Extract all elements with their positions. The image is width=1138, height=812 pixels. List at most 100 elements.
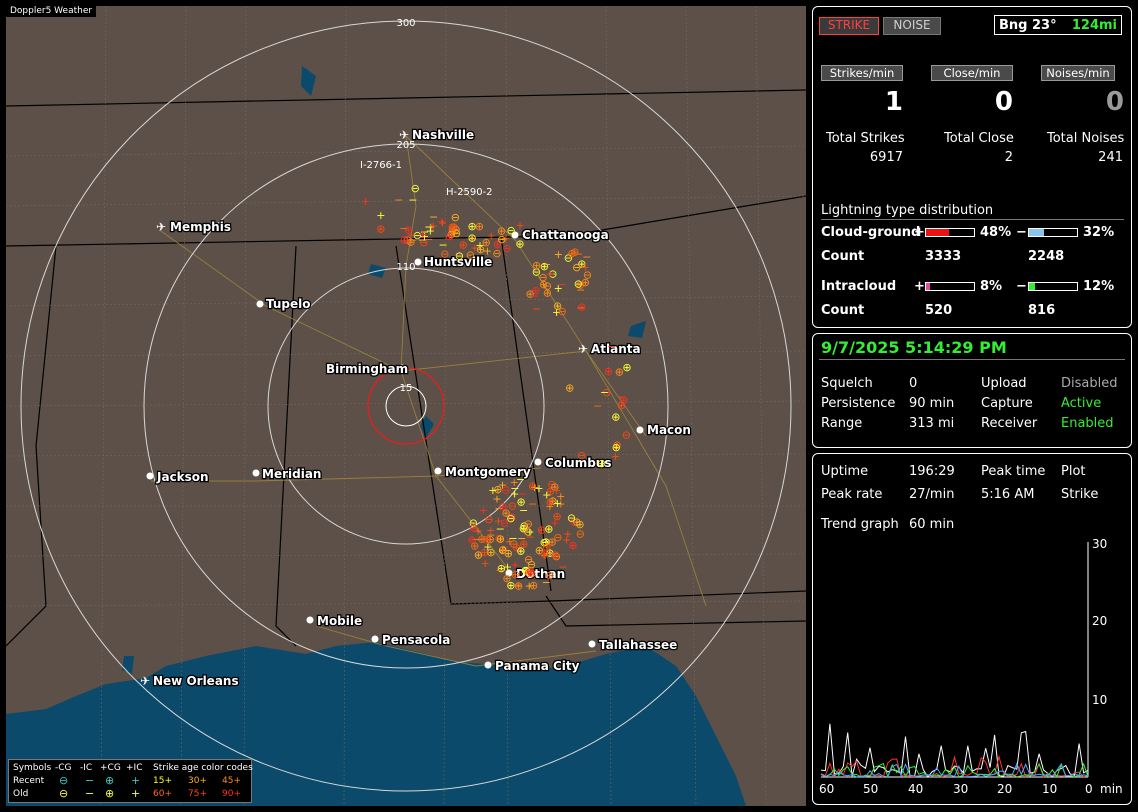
y-tick-label: 30 [1092, 537, 1107, 551]
persistence-value: 90 min [909, 396, 955, 411]
strike-icon: + [552, 484, 561, 497]
plot-label: Plot [1061, 464, 1086, 479]
strike-icon: − [495, 564, 504, 577]
strike-icon: ⊕ [467, 232, 476, 245]
trend-line [820, 762, 1089, 778]
age-code: 60+ [153, 789, 172, 799]
strike-icon: ⊖ [543, 280, 552, 293]
strike-icon: ⊕ [537, 523, 546, 536]
strike-icon: ⊖ [508, 499, 517, 512]
strike-icon: − [494, 502, 503, 515]
strike-icon: ⊕ [546, 485, 555, 498]
strike-icon: ⊕ [604, 365, 613, 378]
city-dot [414, 258, 422, 266]
city-label-meridian: Meridian [262, 467, 321, 481]
ic-positive-pct: 8% [980, 279, 1003, 294]
strike-icon: ⊕ [498, 500, 507, 513]
lightning-map[interactable]: 300 205 110 15 ✈ Nashville ✈ Memphis Cha… [6, 6, 806, 806]
strike-icon: ⊖ [574, 278, 583, 291]
strike-icon: ⊕ [568, 539, 577, 552]
peak-rate-value: 27/min [909, 487, 955, 502]
strike-icon: ⊕ [570, 245, 579, 258]
strike-icon: − [518, 488, 527, 501]
strike-icon: ⊖ [564, 252, 573, 265]
strike-icon: ⊖ [501, 484, 510, 497]
strike-icon: ⊕ [514, 579, 523, 592]
ic-minus-sign: − [1016, 279, 1027, 294]
strike-icon: ⊕ [516, 545, 525, 558]
strike-icon: − [499, 232, 508, 245]
strike-icon: ⊖ [502, 242, 511, 255]
strike-icon: + [483, 540, 492, 553]
strike-icon: ⊕ [404, 223, 413, 236]
strike-icon: + [487, 229, 496, 242]
strike-icon: ⊕ [403, 234, 412, 247]
airport-icon: ✈ [156, 220, 166, 234]
strike-icon: + [418, 228, 427, 241]
strike-icon: ⊖ [602, 386, 611, 399]
city-label-columbus: Columbus [545, 456, 612, 470]
strike-icon: − [519, 504, 528, 517]
strike-icon: ⊕ [550, 481, 559, 494]
strike-icon: ⊖ [622, 429, 631, 442]
range-label: Range [821, 416, 863, 431]
strike-icon: ⊕ [501, 507, 510, 520]
strike-icon: ⊕ [486, 533, 495, 546]
strike-icon: ⊕ [493, 238, 502, 251]
strike-icon: − [407, 228, 416, 241]
strike-icon: − [408, 194, 417, 207]
city-label-nashville: Nashville [412, 128, 474, 142]
city-dot [511, 231, 519, 239]
noise-mode-button[interactable]: NOISE [883, 17, 941, 35]
strike-icon: + [515, 219, 524, 232]
ic-positive-bar [925, 282, 975, 291]
strike-icon: ⊖ [527, 558, 536, 571]
strike-icon: ⊕ [406, 236, 415, 249]
strike-icon: + [525, 526, 534, 539]
strike-icon: ⊕ [475, 220, 484, 233]
strike-icon: + [554, 282, 563, 295]
capture-label: Capture [981, 396, 1033, 411]
strike-icon: + [510, 487, 519, 500]
strike-icon: ⊖ [524, 553, 533, 566]
cg-positive-pct: 48% [980, 225, 1012, 240]
ring-label: 110 [396, 262, 415, 273]
age-code: 75+ [188, 789, 207, 799]
strike-icon: + [470, 242, 479, 255]
city-label-chattanooga: Chattanooga [522, 228, 609, 242]
strike-icon: ⊕ [611, 410, 620, 423]
strike-icon: ⊕ [512, 541, 521, 554]
strike-icon: ⊕ [544, 522, 553, 535]
cg-positive-bar [925, 228, 975, 237]
x-tick-label: 0 [1085, 782, 1093, 796]
y-tick-label: 10 [1092, 693, 1107, 707]
strike-icon: ⊕ [519, 538, 528, 551]
divider [819, 359, 1125, 360]
strike-icon: − [516, 473, 525, 486]
strike-icon: + [437, 215, 446, 228]
cg-minus-sign: − [1016, 225, 1027, 240]
legend-neg-ic: -IC [80, 763, 93, 773]
city-dot [146, 472, 154, 480]
close-per-min-label: Close/min [931, 65, 1013, 81]
ic-plus-sign: + [914, 279, 925, 294]
city-label-macon: Macon [647, 423, 691, 437]
pos-ic-old-icon: + [131, 787, 141, 800]
strike-icon: ⊕ [474, 549, 483, 562]
strike-icon: ⊕ [470, 539, 479, 552]
strike-mode-button[interactable]: STRIKE [819, 17, 879, 35]
inner-ring [385, 385, 427, 427]
cg-count-label: Count [821, 249, 865, 264]
strike-icon: ⊕ [521, 564, 530, 577]
strike-icon: − [574, 248, 583, 261]
city-dot [534, 458, 542, 466]
strike-icon: − [454, 247, 463, 260]
strike-icon: + [376, 209, 385, 222]
strike-icon: ⊕ [498, 543, 507, 556]
strike-icon: ⊕ [542, 541, 551, 554]
strike-icon: + [480, 557, 489, 570]
strike-icon: ⊖ [451, 211, 460, 224]
ic-negative-count: 816 [1028, 303, 1056, 318]
x-tick-label: 50 [863, 782, 878, 796]
strike-icon: − [424, 221, 433, 234]
